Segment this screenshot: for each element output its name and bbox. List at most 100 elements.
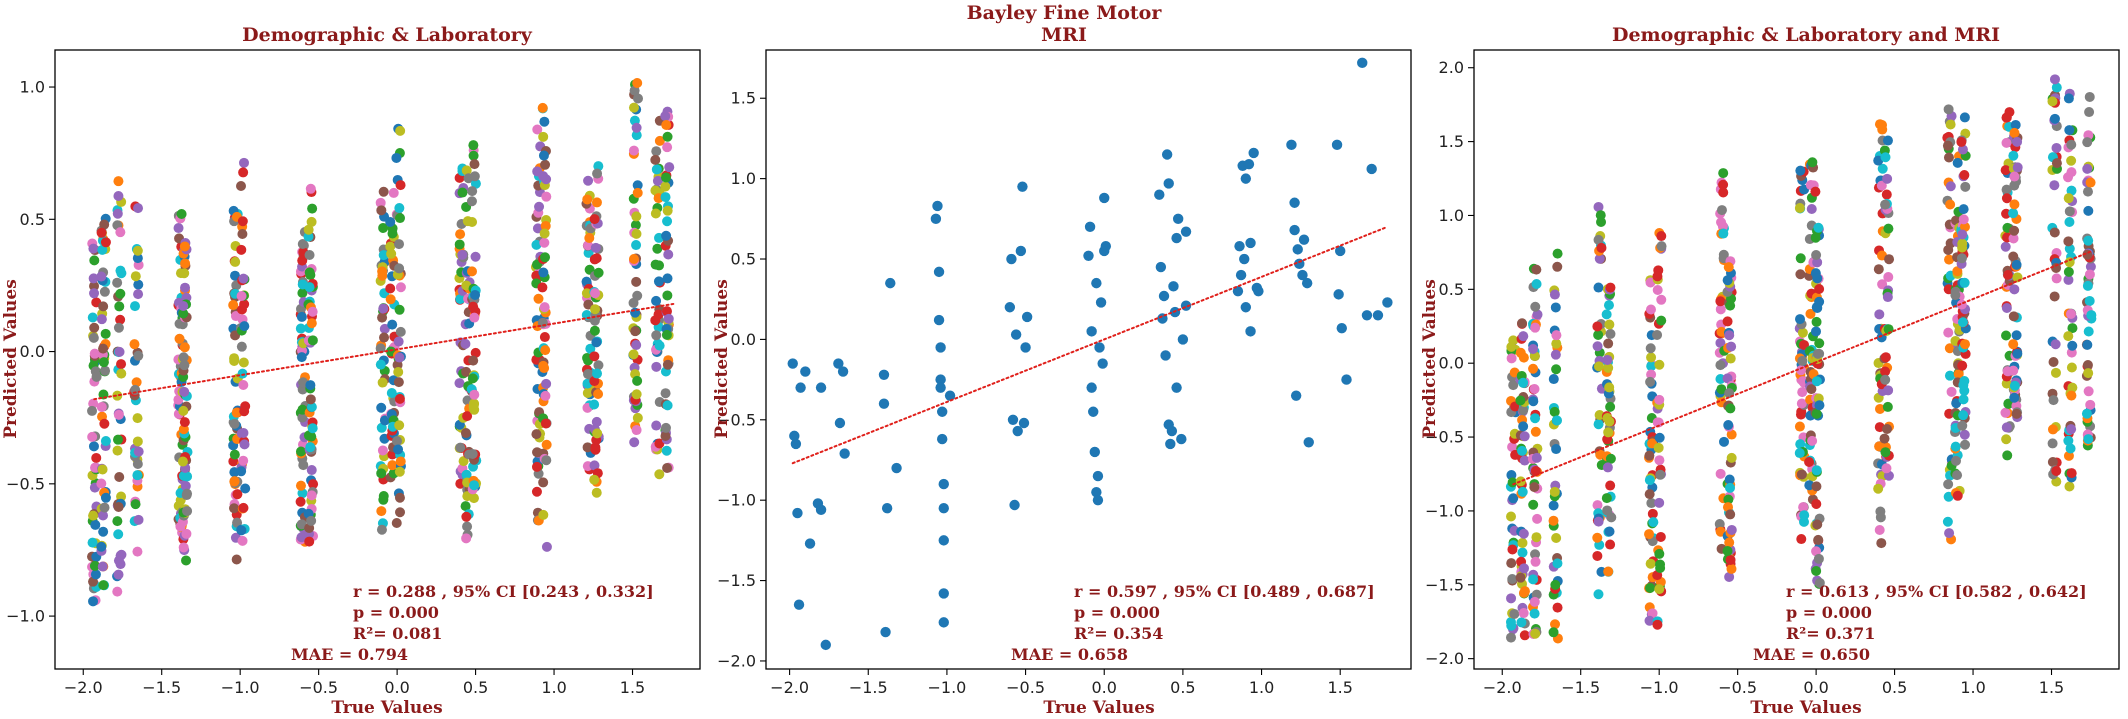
scatter-point xyxy=(1243,158,1255,170)
scatter-point xyxy=(1652,619,1663,630)
scatter-point xyxy=(2012,136,2023,147)
scatter-point xyxy=(96,541,107,552)
scatter-point xyxy=(295,323,306,334)
scatter-point xyxy=(651,330,662,341)
scatter-point xyxy=(306,318,317,329)
scatter-point xyxy=(2084,91,2095,102)
scatter-point xyxy=(131,377,142,388)
scatter-point xyxy=(1645,376,1656,387)
scatter-point xyxy=(1506,341,1517,352)
scatter-point xyxy=(590,242,601,253)
scatter-point xyxy=(2082,137,2093,148)
scatter-point xyxy=(592,368,603,379)
scatter-point xyxy=(1086,326,1097,337)
scatter-point xyxy=(395,326,406,337)
scatter-point xyxy=(132,436,143,447)
scatter-point xyxy=(1301,277,1313,289)
scatter-point xyxy=(2064,243,2075,254)
scatter-point xyxy=(938,617,949,628)
scatter-point xyxy=(2001,137,2012,148)
scatter-point xyxy=(1656,294,1667,305)
scatter-point xyxy=(1519,431,1530,442)
scatter-point xyxy=(133,279,144,290)
x-tick-label: 0.0 xyxy=(1803,678,1828,697)
scatter-point xyxy=(467,448,478,459)
scatter-point xyxy=(455,442,466,453)
scatter-point xyxy=(1957,144,1968,155)
scatter-point xyxy=(113,190,124,201)
scatter-point xyxy=(660,430,671,441)
scatter-point xyxy=(789,430,800,442)
scatter-point xyxy=(182,506,193,517)
scatter-point xyxy=(590,288,601,299)
scatter-point xyxy=(2008,339,2019,350)
scatter-point xyxy=(1959,221,1970,232)
scatter-point xyxy=(1723,419,1734,430)
scatter-point xyxy=(1530,549,1541,560)
scatter-point xyxy=(1656,231,1667,242)
scatter-point xyxy=(628,297,639,308)
scatter-point xyxy=(1163,178,1174,189)
figure-suptitle-line2: MRI xyxy=(1041,24,1087,46)
scatter-point xyxy=(112,586,123,597)
scatter-point xyxy=(391,518,402,529)
scatter-point xyxy=(1506,470,1517,481)
scatter-point xyxy=(1099,192,1110,204)
scatter-point xyxy=(1811,408,1822,419)
scatter-point xyxy=(1811,481,1822,492)
scatter-point xyxy=(1292,244,1303,255)
scatter-point xyxy=(885,277,896,289)
scatter-point xyxy=(1723,494,1734,505)
scatter-point xyxy=(454,239,465,250)
scatter-point xyxy=(1531,532,1542,543)
scatter-point xyxy=(89,288,100,299)
scatter-point xyxy=(229,449,240,460)
scatter-point xyxy=(468,140,479,151)
scatter-point xyxy=(132,253,143,264)
scatter-point xyxy=(181,528,192,539)
scatter-point xyxy=(238,357,249,368)
scatter-point xyxy=(1092,470,1104,482)
scatter-point xyxy=(1548,374,1559,385)
scatter-point xyxy=(230,270,241,281)
scatter-point xyxy=(1298,234,1310,245)
scatter-point xyxy=(1529,596,1540,607)
scatter-point xyxy=(1725,300,1736,311)
scatter-point xyxy=(1726,524,1737,535)
scatter-point xyxy=(297,287,308,298)
scatter-point xyxy=(2064,125,2075,136)
scatter-point xyxy=(2009,380,2020,391)
scatter-point xyxy=(461,469,472,480)
scatter-point xyxy=(1715,360,1726,371)
scatter-point xyxy=(395,125,406,136)
scatter-point xyxy=(1551,415,1562,426)
y-tick-label: −1.0 xyxy=(1425,501,1464,520)
scatter-point xyxy=(1807,435,1818,446)
scatter-point xyxy=(1656,315,1667,326)
scatter-point xyxy=(1530,628,1541,639)
scatter-point xyxy=(651,295,662,306)
scatter-point xyxy=(115,288,126,299)
x-tick-label: −0.5 xyxy=(299,678,338,697)
scatter-point xyxy=(1089,446,1100,458)
scatter-point xyxy=(1604,319,1615,330)
scatter-point xyxy=(1944,528,1955,539)
scatter-point xyxy=(1239,253,1250,265)
scatter-point xyxy=(462,411,473,422)
scatter-point xyxy=(1603,566,1614,577)
scatter-point xyxy=(1528,363,1539,374)
scatter-point xyxy=(238,379,249,390)
scatter-point xyxy=(2012,162,2023,173)
scatter-point xyxy=(1716,326,1727,337)
scatter-point xyxy=(1531,278,1542,289)
scatter-point xyxy=(2001,330,2012,341)
scatter-point xyxy=(1161,149,1173,160)
scatter-point xyxy=(99,286,110,297)
scatter-point xyxy=(1942,140,1953,151)
scatter-point xyxy=(232,489,243,500)
scatter-point xyxy=(1548,500,1559,511)
scatter-point xyxy=(1944,343,1955,354)
scatter-point xyxy=(385,216,396,227)
scatter-point xyxy=(631,425,642,436)
scatter-point xyxy=(178,308,189,319)
